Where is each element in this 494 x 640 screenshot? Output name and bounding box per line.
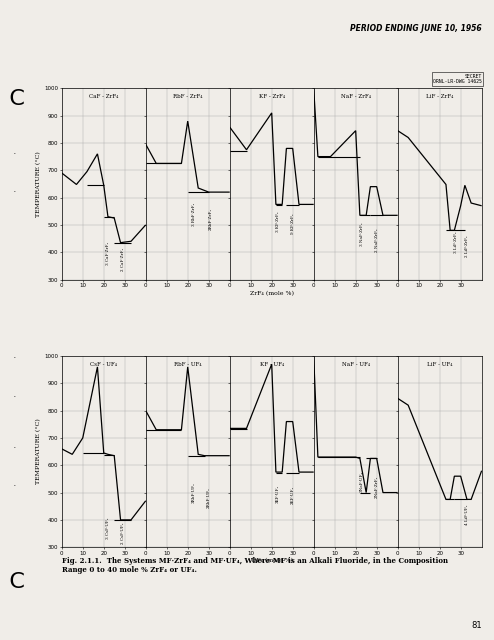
Text: NaF - ZrF₄: NaF - ZrF₄ [341, 94, 370, 99]
Text: ·: · [13, 187, 17, 197]
Text: 3 RbF·ZrF₄: 3 RbF·ZrF₄ [192, 202, 196, 225]
Text: LiF - UF₄: LiF - UF₄ [427, 362, 453, 367]
Text: KF - ZrF₄: KF - ZrF₄ [259, 94, 285, 99]
Y-axis label: TEMPERATURE (°C): TEMPERATURE (°C) [37, 151, 41, 217]
Text: Ↄ: Ↄ [7, 566, 23, 586]
Text: Fig. 2.1.1.  The Systems MF·ZrF₄ and MF·UF₄, Where MF is an Alkali Fluoride, in : Fig. 2.1.1. The Systems MF·ZrF₄ and MF·U… [62, 557, 448, 574]
Text: Ↄ: Ↄ [7, 83, 23, 103]
Text: RbF - ZrF₄: RbF - ZrF₄ [173, 94, 203, 99]
Text: LiF - ZrF₄: LiF - ZrF₄ [426, 94, 453, 99]
Text: 3 CsF·UF₄: 3 CsF·UF₄ [106, 517, 110, 539]
Text: 81: 81 [471, 621, 482, 630]
Text: 3NaF·UF₄: 3NaF·UF₄ [360, 471, 364, 492]
Text: 2 CaF·ZrF₄: 2 CaF·ZrF₄ [121, 248, 124, 271]
Text: 3 LiF·ZrF₄: 3 LiF·ZrF₄ [454, 232, 458, 253]
Text: ·: · [13, 481, 17, 492]
Text: RbF - UF₄: RbF - UF₄ [174, 362, 202, 367]
Text: 3 CaF·ZrF₄: 3 CaF·ZrF₄ [106, 242, 110, 265]
X-axis label: UF₄ (mole %): UF₄ (mole %) [250, 559, 293, 564]
Text: 2RbF·UF₄: 2RbF·UF₄ [206, 488, 211, 508]
Text: ·: · [13, 392, 17, 402]
Text: ·: · [13, 353, 17, 364]
Text: 2KF·UF₄: 2KF·UF₄ [290, 486, 295, 504]
Text: 2RbF·ZrF₄: 2RbF·ZrF₄ [209, 209, 213, 230]
Text: 3RbF·UF₄: 3RbF·UF₄ [192, 483, 196, 503]
Text: 2 NaF·ZrF₄: 2 NaF·ZrF₄ [374, 228, 379, 252]
Text: ·: · [13, 148, 17, 159]
Text: KF - UF₄: KF - UF₄ [259, 362, 284, 367]
Text: PERIOD ENDING JUNE 10, 1956: PERIOD ENDING JUNE 10, 1956 [350, 24, 482, 33]
Text: 9 KF·ZrF₄: 9 KF·ZrF₄ [290, 213, 295, 234]
Text: 4 LiF·UF₄: 4 LiF·UF₄ [465, 504, 469, 525]
Text: 2 CsF·UF₄: 2 CsF·UF₄ [121, 523, 124, 544]
Text: 3KF·UF₄: 3KF·UF₄ [276, 485, 280, 503]
Text: CaF - ZrF₄: CaF - ZrF₄ [89, 94, 119, 99]
Text: NaF - UF₄: NaF - UF₄ [342, 362, 370, 367]
Text: 3 KF·ZrF₄: 3 KF·ZrF₄ [276, 212, 280, 232]
Text: ·: · [13, 443, 17, 453]
X-axis label: ZrF₄ (mole %): ZrF₄ (mole %) [249, 291, 294, 296]
Text: SECRET
ORNL-LR-DWG 14625: SECRET ORNL-LR-DWG 14625 [433, 74, 482, 84]
Text: 3 NaF·ZrF₄: 3 NaF·ZrF₄ [360, 223, 364, 246]
Text: 2NaF·ZrF₄: 2NaF·ZrF₄ [374, 476, 379, 498]
Text: CsF - UF₄: CsF - UF₄ [90, 362, 117, 367]
Text: 2 LiF·ZrF₄: 2 LiF·ZrF₄ [465, 236, 469, 257]
Y-axis label: TEMPERATURE (°C): TEMPERATURE (°C) [37, 419, 41, 484]
